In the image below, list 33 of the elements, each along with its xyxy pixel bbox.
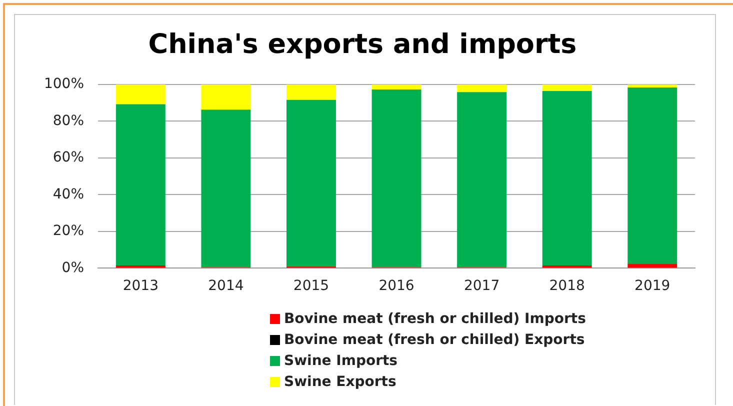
bar	[116, 104, 166, 266]
x-tick-label: 2015	[293, 278, 330, 294]
x-tick-label: 2013	[122, 278, 158, 294]
x-tick-label: 2014	[208, 278, 244, 294]
x-tick-label: 2017	[464, 278, 500, 294]
y-tick-label: 60%	[52, 150, 84, 166]
chart-title: China's exports and imports	[148, 29, 577, 60]
bar	[542, 91, 592, 266]
bar	[457, 92, 507, 268]
legend-label: Swine Exports	[284, 374, 396, 390]
bar	[116, 84, 166, 104]
y-tick-label: 80%	[52, 112, 84, 129]
bar	[542, 84, 592, 92]
bar	[286, 84, 336, 100]
y-tick-label: 100%	[44, 76, 84, 92]
bar	[201, 110, 251, 268]
bar	[372, 90, 422, 268]
bar	[286, 100, 336, 266]
bar	[372, 84, 422, 90]
y-tick-label: 40%	[52, 186, 84, 202]
x-tick-label: 2018	[549, 278, 585, 294]
legend-label: Swine Imports	[284, 352, 398, 368]
y-tick-label: 0%	[62, 260, 84, 276]
y-tick-label: 20%	[52, 223, 84, 240]
x-tick-label: 2019	[634, 278, 670, 294]
legend-label: Bovine meat (fresh or chilled) Exports	[284, 332, 585, 348]
x-tick-label: 2016	[378, 278, 414, 294]
legend-label: Bovine meat (fresh or chilled) Imports	[284, 310, 586, 326]
bar	[628, 88, 678, 264]
bar	[201, 84, 251, 110]
bar	[457, 84, 507, 92]
bar	[628, 264, 678, 268]
bar	[628, 84, 678, 88]
